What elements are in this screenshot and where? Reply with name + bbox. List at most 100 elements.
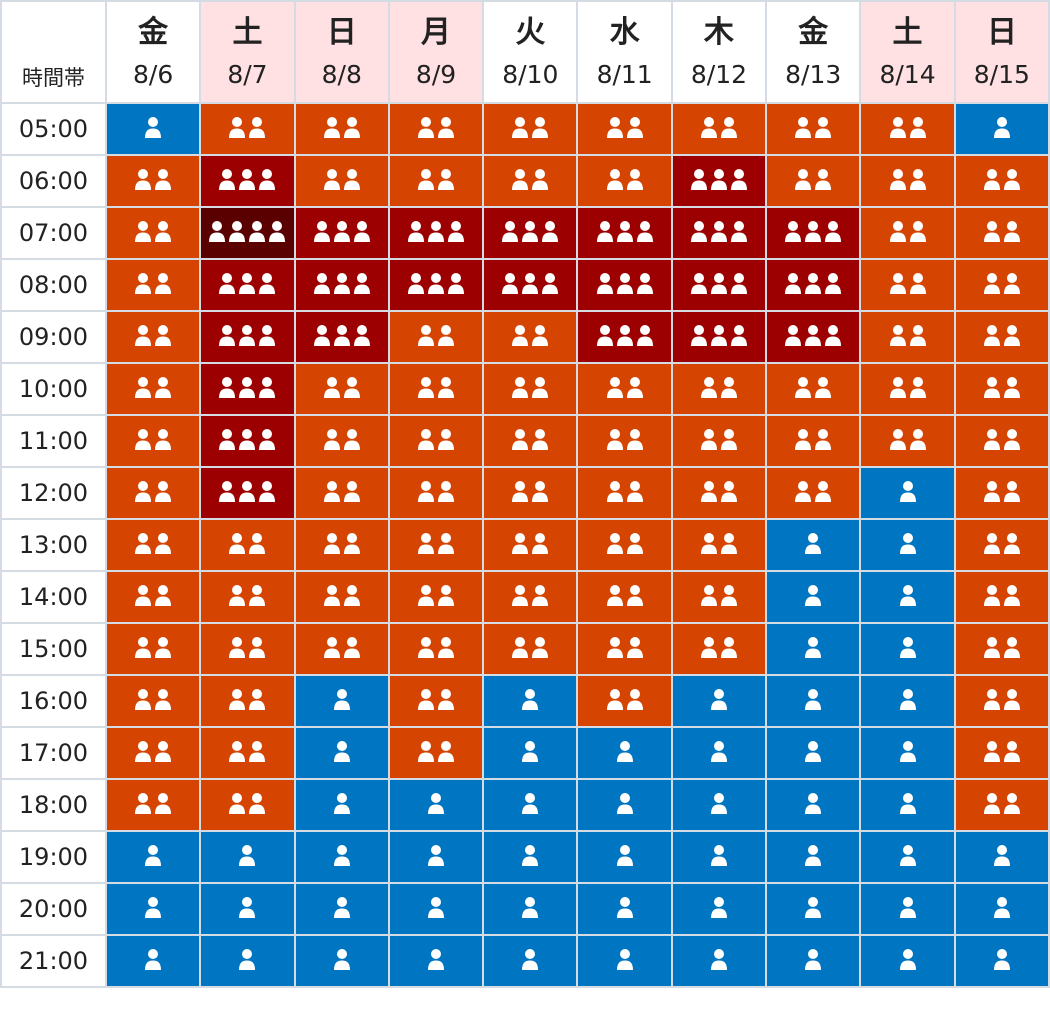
table-row: 12:00 [0, 466, 1050, 520]
crowd-level-icons [784, 220, 842, 242]
person-icon [155, 793, 172, 814]
person-icon [219, 429, 236, 450]
congestion-cell [859, 310, 956, 364]
person-icon [512, 377, 529, 398]
person-icon [239, 845, 256, 866]
person-icon [313, 221, 330, 242]
crowd-level-icons [417, 428, 455, 450]
congestion-cell [765, 362, 862, 416]
crowd-level-icons [606, 168, 644, 190]
person-icon [542, 221, 559, 242]
congestion-cell [859, 206, 956, 260]
person-icon [135, 637, 152, 658]
crowd-level-icons [616, 948, 634, 970]
congestion-cell [953, 518, 1050, 572]
crowd-level-icons [134, 584, 172, 606]
congestion-cell [387, 154, 485, 208]
crowd-level-icons [323, 376, 361, 398]
person-icon [805, 845, 822, 866]
person-icon [145, 845, 162, 866]
person-icon [909, 325, 926, 346]
table-body: 05:00 06:00 07:00 08:00 09:00 10:00 11:00 12:00… [0, 102, 1050, 988]
crowd-level-icons [899, 532, 917, 554]
congestion-cell [576, 518, 673, 572]
table-row: 06:00 [0, 154, 1050, 208]
person-icon [805, 221, 822, 242]
crowd-level-icons [993, 896, 1011, 918]
person-icon [616, 325, 633, 346]
congestion-cell [293, 674, 390, 728]
person-icon [700, 481, 717, 502]
crowd-level-icons [134, 532, 172, 554]
person-icon [239, 429, 256, 450]
person-icon [155, 377, 172, 398]
crowd-level-icons [333, 844, 351, 866]
crowd-level-icons [606, 116, 644, 138]
person-icon [333, 949, 350, 970]
person-icon [239, 273, 256, 294]
congestion-cell [765, 102, 862, 156]
person-icon [313, 273, 330, 294]
person-icon [700, 429, 717, 450]
table-row: 11:00 [0, 414, 1050, 468]
person-icon [606, 377, 623, 398]
congestion-cell [859, 466, 956, 520]
crowd-level-icons [804, 844, 822, 866]
person-icon [438, 637, 455, 658]
day-header: 日 8/8 [293, 0, 390, 104]
congestion-cell [387, 414, 485, 468]
person-icon [323, 637, 340, 658]
congestion-cell [482, 362, 579, 416]
crowd-level-icons [596, 272, 654, 294]
person-icon [606, 637, 623, 658]
table-row: 13:00 [0, 518, 1050, 572]
person-icon [512, 637, 529, 658]
crowd-level-icons [983, 792, 1021, 814]
person-icon [249, 585, 266, 606]
congestion-cell [765, 206, 862, 260]
congestion-cell [199, 726, 296, 780]
congestion-cell [576, 362, 673, 416]
person-icon [428, 949, 445, 970]
day-header: 月 8/9 [387, 0, 485, 104]
table-row: 14:00 [0, 570, 1050, 624]
crowd-level-icons [690, 324, 748, 346]
table-row: 16:00 [0, 674, 1050, 728]
congestion-cell [953, 310, 1050, 364]
person-icon [899, 481, 916, 502]
crowd-level-icons [983, 636, 1021, 658]
crowd-level-icons [983, 376, 1021, 398]
day-date: 8/9 [415, 60, 457, 89]
crowd-level-icons [993, 844, 1011, 866]
congestion-cell [387, 466, 485, 520]
congestion-cell [765, 882, 862, 936]
person-icon [522, 793, 539, 814]
person-icon [135, 793, 152, 814]
day-date: 8/15 [973, 60, 1030, 89]
person-icon [333, 273, 350, 294]
person-icon [438, 689, 455, 710]
time-slot-label: 10:00 [0, 362, 107, 416]
congestion-cell [576, 466, 673, 520]
crowd-level-icons [794, 376, 832, 398]
congestion-cell [765, 622, 862, 676]
congestion-cell [482, 258, 579, 312]
person-icon [606, 533, 623, 554]
table-row: 08:00 [0, 258, 1050, 312]
crowd-level-icons [616, 792, 634, 814]
person-icon [313, 325, 330, 346]
person-icon [502, 221, 519, 242]
person-icon [229, 637, 246, 658]
time-slot-label: 14:00 [0, 570, 107, 624]
person-icon [815, 481, 832, 502]
congestion-cell [293, 154, 390, 208]
person-icon [606, 169, 623, 190]
table-row: 07:00 [0, 206, 1050, 260]
person-icon [353, 221, 370, 242]
crowd-level-icons [134, 324, 172, 346]
day-of-week: 月 [421, 15, 452, 50]
person-icon [323, 169, 340, 190]
table-row: 19:00 [0, 830, 1050, 884]
congestion-cell [670, 310, 768, 364]
crowd-level-icons [690, 272, 748, 294]
